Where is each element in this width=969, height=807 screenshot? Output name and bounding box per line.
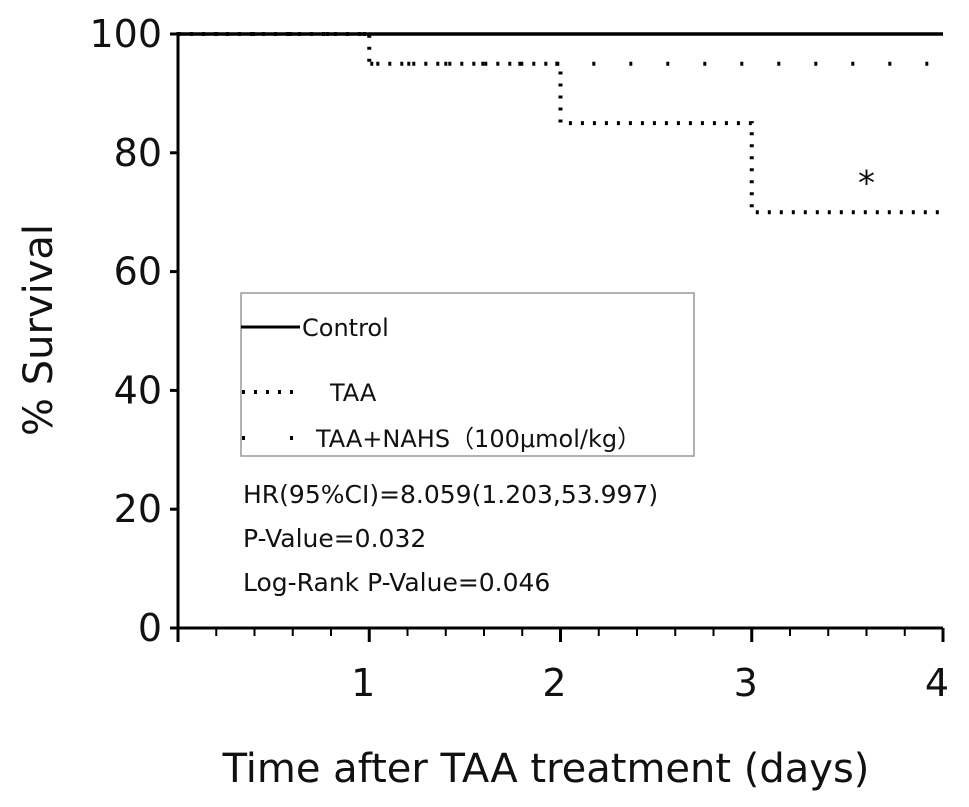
chart-marks: * — [178, 32, 943, 215]
y-tick-label-0: 0 — [138, 606, 162, 650]
x-axis-title: Time after TAA treatment (days) — [222, 746, 870, 792]
legend: Control TAA TAA+NAHS（100μmol/kg） — [240, 292, 695, 457]
legend-label-taa-nahs: TAA+NAHS（100μmol/kg） — [315, 425, 641, 453]
annotation-significance-0: * — [858, 163, 875, 203]
chart-axes: 0 20 40 60 80 100 1 2 3 4 — [89, 12, 949, 705]
stat-p-value: P-Value=0.032 — [243, 524, 426, 553]
series-line-1 — [178, 32, 943, 215]
y-tick-label-20: 20 — [114, 487, 162, 531]
legend-label-taa: TAA — [329, 379, 377, 407]
x-tick-label-1: 1 — [351, 661, 375, 705]
x-tick-label-4: 4 — [925, 661, 949, 705]
legend-box — [240, 292, 695, 457]
y-tick-label-40: 40 — [114, 368, 162, 412]
legend-label-control: Control — [302, 314, 389, 342]
series-line-2 — [178, 32, 943, 66]
x-tick-label-2: 2 — [542, 661, 566, 705]
y-tick-label-60: 60 — [114, 250, 162, 294]
y-tick-label-100: 100 — [89, 12, 162, 56]
y-axis-title: % Survival — [16, 224, 62, 436]
stat-log-rank-p-value: Log-Rank P-Value=0.046 — [243, 568, 550, 597]
y-tick-label-80: 80 — [114, 131, 162, 175]
x-tick-label-3: 3 — [734, 661, 758, 705]
stat-hazard-ratio: HR(95%CI)=8.059(1.203,53.997) — [243, 480, 658, 509]
